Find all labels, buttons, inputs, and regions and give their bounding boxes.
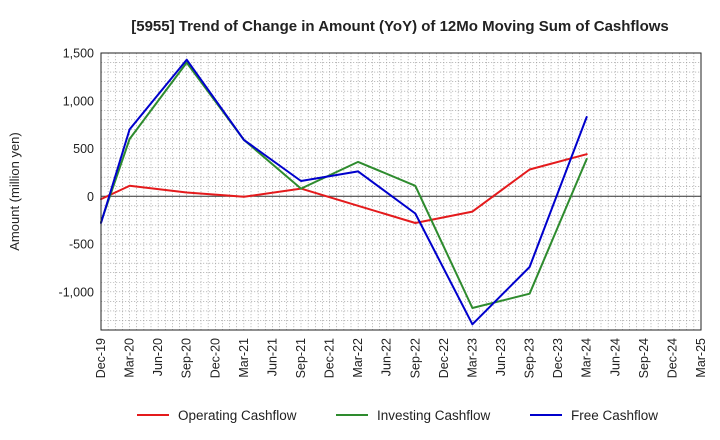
x-tick-label: Mar-20	[123, 338, 137, 378]
x-tick-label: Dec-24	[665, 338, 679, 378]
x-tick-label: Jun-22	[380, 338, 394, 376]
x-tick-label: Jun-24	[608, 338, 622, 376]
x-tick-label: Dec-22	[437, 338, 451, 378]
x-tick-label: Jun-20	[151, 338, 165, 376]
x-tick-label: Mar-25	[694, 338, 708, 378]
plot-frame	[100, 52, 702, 331]
legend-label: Free Cashflow	[571, 408, 658, 423]
y-tick-label: -500	[69, 238, 94, 252]
x-tick-label: Mar-22	[351, 338, 365, 378]
x-tick-label: Mar-24	[580, 338, 594, 378]
y-tick-label: -1,000	[59, 285, 94, 299]
x-tick-labels: Dec-19 Mar-20 Jun-20 Sep-20 Dec-20 Mar-21 Jun-…	[94, 338, 708, 378]
x-tick-label: Mar-23	[465, 338, 479, 378]
x-tick-label: Dec-23	[551, 338, 565, 378]
x-tick-label: Mar-21	[237, 338, 251, 378]
x-tick-label: Dec-20	[208, 338, 222, 378]
chart-title: [5955] Trend of Change in Amount (YoY) o…	[131, 18, 669, 35]
y-tick-label: 1,000	[63, 94, 94, 108]
x-tick-label: Dec-19	[94, 338, 108, 378]
legend: Operating Cashflow Investing Cashflow Free…	[137, 408, 658, 423]
legend-label: Investing Cashflow	[377, 408, 491, 423]
series-line-operating-cashflow	[100, 153, 588, 224]
x-tick-label: Jun-21	[265, 338, 279, 376]
series-line-free-cashflow	[100, 58, 588, 326]
x-tick-label: Sep-22	[408, 338, 422, 378]
y-tick-label: 1,500	[63, 47, 94, 61]
x-tick-label: Sep-20	[180, 338, 194, 378]
x-tick-label: Dec-21	[323, 338, 337, 378]
series-layer	[100, 58, 588, 326]
y-axis-label: Amount (million yen)	[7, 132, 22, 251]
x-tick-label: Sep-24	[637, 338, 651, 378]
y-tick-label: 0	[87, 190, 94, 204]
y-tick-labels: -1,000 -500 0 500 1,000 1,500	[59, 47, 95, 300]
y-tick-label: 500	[73, 142, 94, 156]
legend-label: Operating Cashflow	[178, 408, 297, 423]
x-tick-label: Jun-23	[494, 338, 508, 376]
x-tick-label: Sep-23	[523, 338, 537, 378]
grid	[101, 52, 701, 331]
x-tick-label: Sep-21	[294, 338, 308, 378]
